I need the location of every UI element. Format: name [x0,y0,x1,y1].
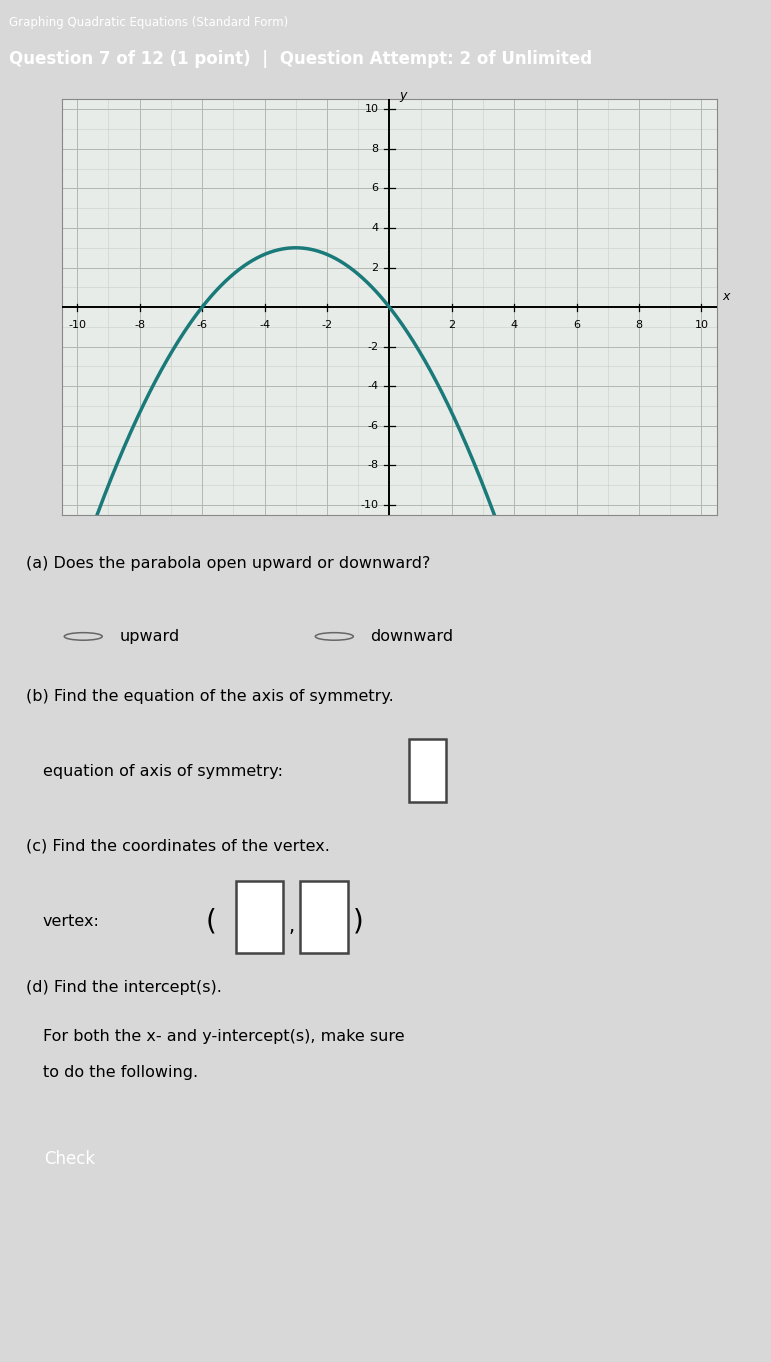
Text: equation of axis of symmetry:: equation of axis of symmetry: [42,764,282,779]
Text: -2: -2 [322,320,332,330]
Text: 10: 10 [695,320,709,330]
FancyBboxPatch shape [301,881,348,952]
Text: -8: -8 [134,320,145,330]
Text: 2: 2 [372,263,379,272]
Text: 4: 4 [510,320,518,330]
Text: (c) Find the coordinates of the vertex.: (c) Find the coordinates of the vertex. [25,838,329,854]
Text: -6: -6 [197,320,207,330]
Text: Graphing Quadratic Equations (Standard Form): Graphing Quadratic Equations (Standard F… [9,16,288,29]
Text: to do the following.: to do the following. [42,1065,197,1080]
Text: 8: 8 [372,144,379,154]
Text: For both the x- and y-intercept(s), make sure: For both the x- and y-intercept(s), make… [42,1030,404,1045]
Text: -10: -10 [69,320,86,330]
Text: 8: 8 [635,320,642,330]
Text: 6: 6 [372,184,379,193]
Text: Check: Check [44,1151,95,1169]
Text: -4: -4 [259,320,270,330]
Text: y: y [399,89,407,102]
FancyBboxPatch shape [236,881,284,952]
Text: x: x [722,290,730,302]
Text: vertex:: vertex: [42,914,99,929]
Text: ,: , [289,918,295,937]
Text: downward: downward [370,629,453,644]
FancyBboxPatch shape [409,738,446,801]
Text: 10: 10 [365,105,379,114]
Text: -6: -6 [368,421,379,430]
Text: (a) Does the parabola open upward or downward?: (a) Does the parabola open upward or dow… [25,556,430,571]
Text: 6: 6 [573,320,580,330]
Text: ): ) [353,907,364,936]
Text: -10: -10 [360,500,379,509]
Text: upward: upward [120,629,180,644]
Text: -2: -2 [367,342,379,351]
Text: (: ( [205,907,216,936]
Text: 4: 4 [372,223,379,233]
Text: (d) Find the intercept(s).: (d) Find the intercept(s). [25,979,221,996]
Text: Question 7 of 12 (1 point)  |  Question Attempt: 2 of Unlimited: Question 7 of 12 (1 point) | Question At… [9,49,592,68]
Text: (b) Find the equation of the axis of symmetry.: (b) Find the equation of the axis of sym… [25,689,393,704]
Text: -4: -4 [367,381,379,391]
Text: 2: 2 [448,320,456,330]
Text: -8: -8 [367,460,379,470]
